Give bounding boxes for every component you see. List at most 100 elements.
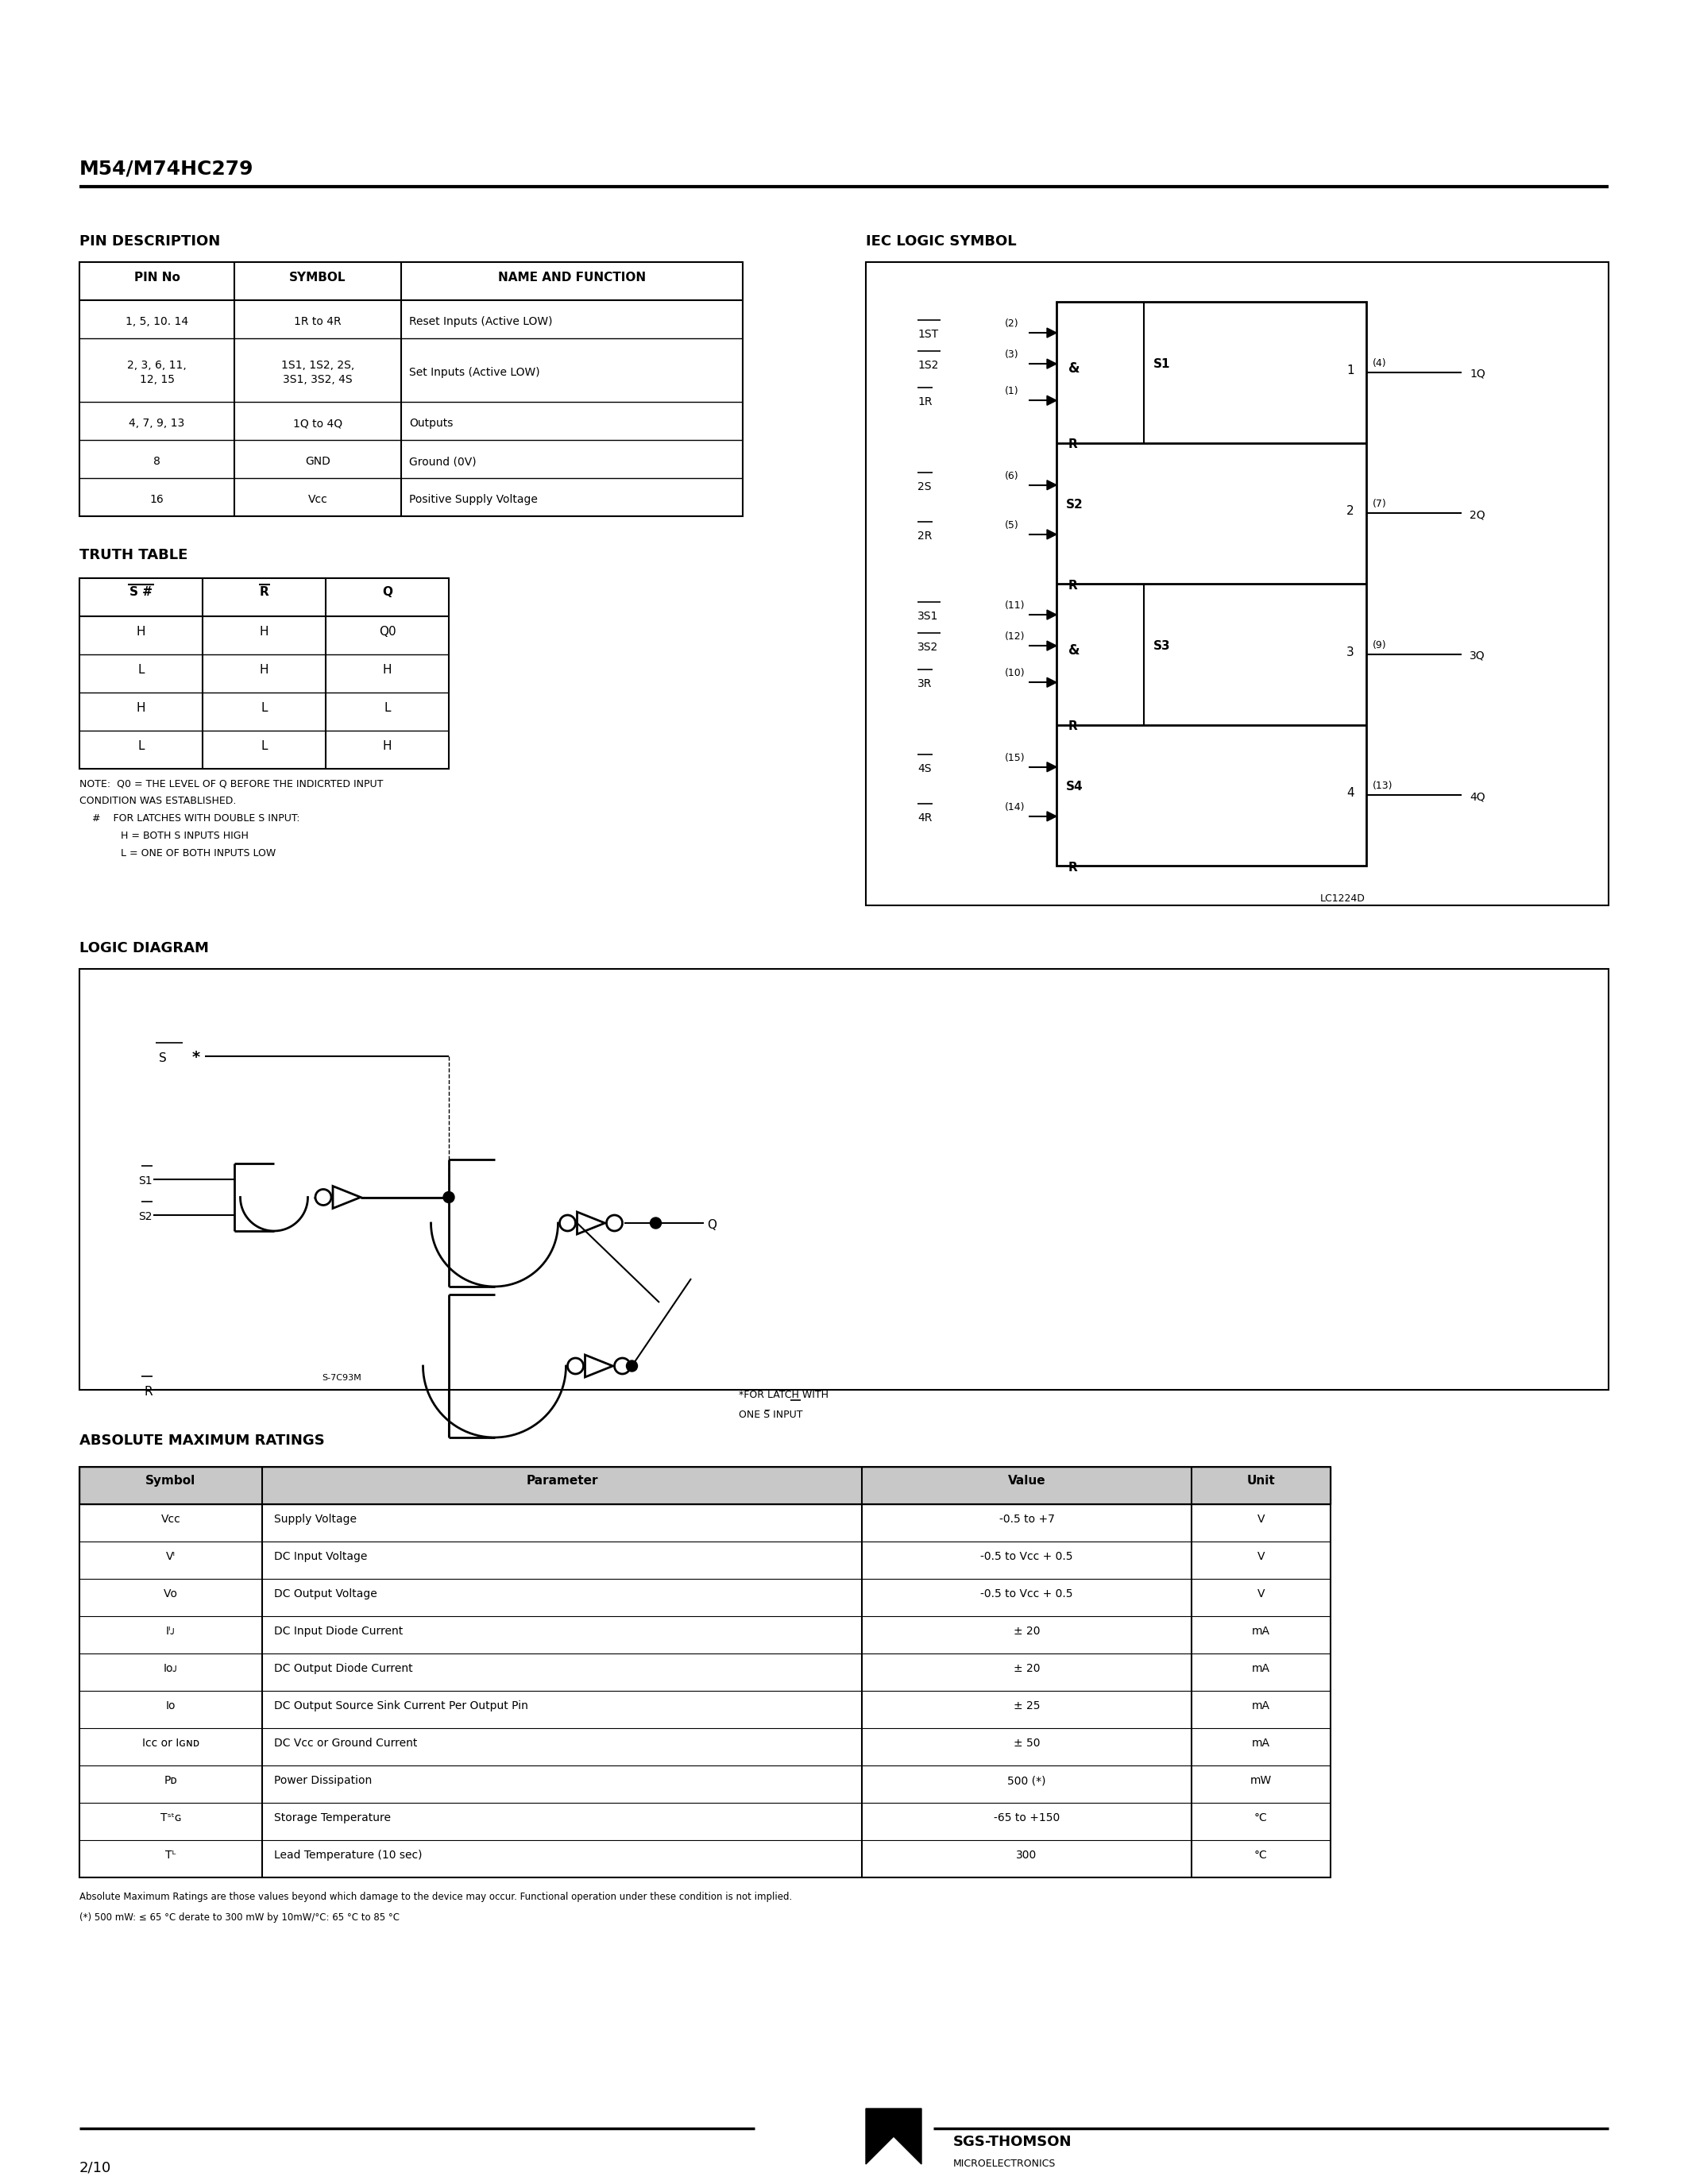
Text: 1R to 4R: 1R to 4R: [294, 317, 341, 328]
Text: S2: S2: [138, 1212, 152, 1223]
Text: Iᴄᴄ or Iɢɴᴅ: Iᴄᴄ or Iɢɴᴅ: [142, 1738, 199, 1749]
Text: Set Inputs (Active LOW): Set Inputs (Active LOW): [408, 367, 540, 378]
Text: 2S: 2S: [918, 480, 932, 491]
Bar: [79, 1468, 1330, 1505]
Text: &: &: [1069, 360, 1080, 376]
Text: °C: °C: [1254, 1850, 1268, 1861]
Text: 4Q: 4Q: [1470, 791, 1485, 802]
Text: MICROELECTRONICS: MICROELECTRONICS: [954, 2158, 1057, 2169]
Polygon shape: [1047, 677, 1057, 688]
Text: GND: GND: [306, 456, 331, 467]
Polygon shape: [866, 2108, 922, 2164]
Text: S1: S1: [138, 1175, 152, 1186]
Text: *: *: [192, 1051, 201, 1066]
Text: (11): (11): [1004, 601, 1025, 612]
Text: 1Q to 4Q: 1Q to 4Q: [294, 417, 343, 428]
Text: °C: °C: [1254, 1813, 1268, 1824]
Text: 8: 8: [154, 456, 160, 467]
Text: TRUTH TABLE: TRUTH TABLE: [79, 548, 187, 561]
Text: 4S: 4S: [918, 762, 932, 773]
Text: PIN No: PIN No: [133, 271, 181, 284]
Text: IEC LOGIC SYMBOL: IEC LOGIC SYMBOL: [866, 234, 1016, 249]
Text: R: R: [1069, 439, 1077, 450]
Text: Outputs: Outputs: [408, 417, 452, 428]
Text: 3: 3: [1347, 646, 1354, 657]
Text: DC Output Voltage: DC Output Voltage: [273, 1588, 376, 1599]
Text: DC Input Diode Current: DC Input Diode Current: [273, 1625, 403, 1636]
Polygon shape: [1047, 480, 1057, 489]
Polygon shape: [1047, 358, 1057, 369]
Text: Lead Temperature (10 sec): Lead Temperature (10 sec): [273, 1850, 422, 1861]
Text: 300: 300: [1016, 1850, 1036, 1861]
Text: L: L: [260, 701, 267, 714]
Text: Iᴵᴊ: Iᴵᴊ: [165, 1625, 176, 1636]
Text: Supply Voltage: Supply Voltage: [273, 1514, 356, 1524]
Text: L: L: [138, 740, 145, 751]
Text: Positive Supply Voltage: Positive Supply Voltage: [408, 494, 538, 505]
Text: H: H: [260, 627, 268, 638]
Text: V: V: [1258, 1588, 1264, 1599]
Text: 1R: 1R: [918, 397, 932, 408]
Text: 1: 1: [1347, 365, 1354, 376]
Text: NAME AND FUNCTION: NAME AND FUNCTION: [498, 271, 647, 284]
Circle shape: [626, 1361, 638, 1372]
Text: mA: mA: [1252, 1701, 1269, 1712]
Text: 12, 15: 12, 15: [140, 373, 174, 384]
Text: ± 25: ± 25: [1013, 1701, 1040, 1712]
Text: Q: Q: [707, 1219, 717, 1232]
Text: 2: 2: [1347, 505, 1354, 518]
Text: SGS-THOMSON: SGS-THOMSON: [954, 2134, 1072, 2149]
Text: 3S1: 3S1: [918, 612, 939, 622]
Bar: [866, 262, 1609, 906]
Text: Vᴏ: Vᴏ: [164, 1588, 177, 1599]
Text: H: H: [137, 701, 145, 714]
Text: (2): (2): [1004, 319, 1020, 330]
Text: (*) 500 mW: ≤ 65 °C derate to 300 mW by 10mW/°C: 65 °C to 85 °C: (*) 500 mW: ≤ 65 °C derate to 300 mW by …: [79, 1913, 400, 1922]
Text: -0.5 to Vᴄᴄ + 0.5: -0.5 to Vᴄᴄ + 0.5: [981, 1551, 1074, 1562]
Text: Iᴏ: Iᴏ: [165, 1701, 176, 1712]
Text: #    FOR LATCHES WITH DOUBLE S INPUT:: # FOR LATCHES WITH DOUBLE S INPUT:: [79, 812, 300, 823]
Text: 4R: 4R: [918, 812, 932, 823]
Text: LOGIC DIAGRAM: LOGIC DIAGRAM: [79, 941, 209, 954]
Text: L = ONE OF BOTH INPUTS LOW: L = ONE OF BOTH INPUTS LOW: [79, 847, 275, 858]
Text: Value: Value: [1008, 1474, 1045, 1487]
Text: Iᴏᴊ: Iᴏᴊ: [164, 1662, 177, 1675]
Text: 1, 5, 10. 14: 1, 5, 10. 14: [125, 317, 189, 328]
Text: &: &: [1069, 642, 1080, 657]
Text: mA: mA: [1252, 1625, 1269, 1636]
Text: 16: 16: [150, 494, 164, 505]
Text: 3S1, 3S2, 4S: 3S1, 3S2, 4S: [284, 373, 353, 384]
Text: Symbol: Symbol: [145, 1474, 196, 1487]
Text: Power Dissipation: Power Dissipation: [273, 1776, 371, 1787]
Text: L: L: [383, 701, 390, 714]
Text: 3Q: 3Q: [1470, 651, 1485, 662]
Bar: [79, 262, 743, 515]
Text: S-7C93M: S-7C93M: [322, 1374, 361, 1382]
Text: ± 50: ± 50: [1013, 1738, 1040, 1749]
Text: -0.5 to +7: -0.5 to +7: [999, 1514, 1055, 1524]
Text: (4): (4): [1372, 358, 1386, 369]
Text: H: H: [137, 627, 145, 638]
Text: ± 20: ± 20: [1013, 1662, 1040, 1675]
Text: H: H: [383, 740, 392, 751]
Text: (13): (13): [1372, 782, 1393, 791]
Text: R: R: [1069, 721, 1077, 732]
Bar: [79, 579, 449, 769]
Text: 3S2: 3S2: [918, 642, 939, 653]
Text: Vᴄᴄ: Vᴄᴄ: [160, 1514, 181, 1524]
Text: mA: mA: [1252, 1738, 1269, 1749]
Text: mW: mW: [1251, 1776, 1271, 1787]
Text: R: R: [1069, 579, 1077, 592]
Text: Absolute Maximum Ratings are those values beyond which damage to the device may : Absolute Maximum Ratings are those value…: [79, 1891, 792, 1902]
Text: S: S: [159, 1053, 167, 1064]
Text: Ground (0V): Ground (0V): [408, 456, 476, 467]
Bar: [79, 1468, 1330, 1878]
Text: (5): (5): [1004, 520, 1020, 531]
Text: S2: S2: [1067, 498, 1084, 511]
Text: (15): (15): [1004, 753, 1025, 762]
Text: CONDITION WAS ESTABLISHED.: CONDITION WAS ESTABLISHED.: [79, 795, 236, 806]
Text: PIN DESCRIPTION: PIN DESCRIPTION: [79, 234, 219, 249]
Text: R: R: [1069, 863, 1077, 874]
Text: 4, 7, 9, 13: 4, 7, 9, 13: [128, 417, 184, 428]
Text: Parameter: Parameter: [527, 1474, 598, 1487]
